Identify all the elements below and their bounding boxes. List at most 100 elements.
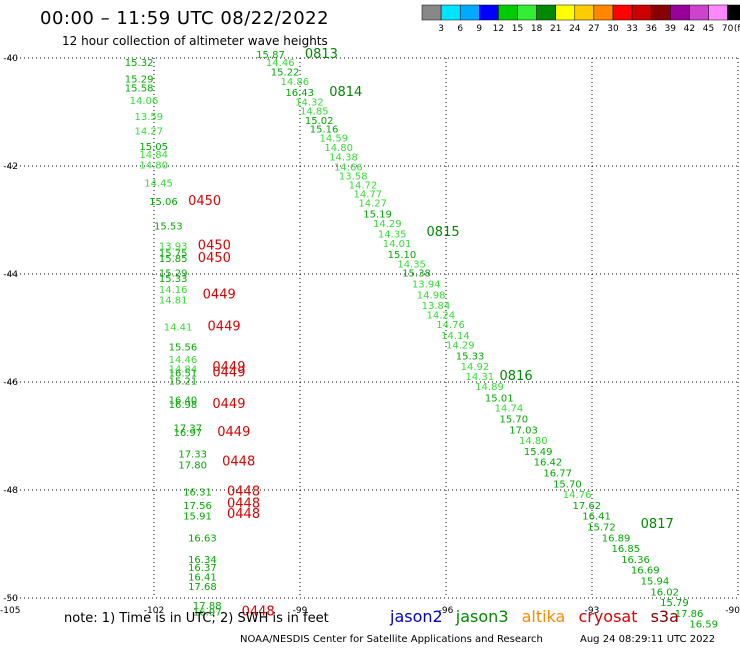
colorbar-label: 24 (569, 24, 581, 34)
swh-value: 16.31 (183, 487, 212, 498)
colorbar-swatch (498, 4, 518, 21)
swh-value: 14.41 (164, 323, 193, 334)
note: note: 1) Time is in UTC; 2) SWH is in fe… (64, 611, 329, 626)
colorbar-label: 70 (722, 24, 734, 34)
swh-value: 14.24 (427, 310, 456, 321)
swh-value: 17.88 (193, 601, 222, 612)
time-label: 0448 (242, 604, 275, 619)
legend-cryosat: cryosat (578, 607, 638, 626)
swh-value: 16.02 (650, 587, 679, 598)
swh-value: 16.77 (543, 469, 572, 480)
swh-value: 14.14 (441, 331, 470, 342)
swh-value: 15.33 (159, 274, 188, 285)
swh-value: 14.66 (334, 162, 363, 173)
swh-value: 16.97 (193, 607, 222, 618)
colorbar-swatch (670, 4, 690, 21)
colorbar-swatch (650, 4, 671, 21)
x-tick-label: -105 (0, 606, 20, 616)
swh-value: 15.29 (159, 269, 188, 280)
swh-value: 15.72 (587, 523, 616, 534)
swh-value: 13.58 (339, 172, 368, 183)
x-tick-label: -90 (725, 606, 740, 616)
footer-timestamp: Aug 24 08:29:11 UTC 2022 (580, 634, 716, 645)
x-tick-label: -96 (439, 606, 454, 616)
colorbar-swatch (631, 4, 652, 21)
swh-value: 14.92 (461, 362, 490, 373)
swh-value: 15.06 (149, 197, 178, 208)
legend-s3a: s3a (650, 607, 679, 626)
swh-value: 14.86 (281, 77, 310, 88)
swh-value: 14.06 (130, 96, 159, 107)
chart-title: 00:00 – 11:59 UTC 08/22/2022 (40, 8, 330, 29)
swh-value: 16.69 (631, 566, 660, 577)
swh-value: 14.38 (329, 153, 358, 164)
colorbar-label: 42 (684, 24, 695, 34)
swh-value: 15.02 (305, 116, 334, 127)
time-label: 0817 (641, 517, 674, 532)
swh-value: 17.33 (178, 450, 207, 461)
time-label: 0449 (203, 287, 236, 302)
swh-value: 14.31 (465, 372, 494, 383)
swh-value: 16.43 (285, 88, 314, 99)
time-label: 0449 (208, 320, 241, 335)
swh-value: 14.76 (563, 490, 592, 501)
colorbar-swatch (479, 4, 499, 21)
swh-value: 17.56 (183, 501, 212, 512)
swh-value: 14.01 (383, 239, 412, 250)
x-tick-label: -102 (144, 606, 164, 616)
time-label: 0815 (427, 225, 460, 240)
swh-value: 15.21 (169, 377, 198, 388)
swh-value: 13.84 (422, 301, 451, 312)
swh-value: 15.75 (159, 249, 188, 260)
colorbar-label: 27 (588, 24, 599, 34)
swh-value: 14.89 (475, 382, 504, 393)
swh-value: 15.85 (159, 254, 188, 265)
colorbar-swatch (574, 4, 595, 21)
swh-value: 14.29 (373, 219, 402, 230)
y-tick-label: -44 (3, 270, 18, 280)
swh-value: 16.42 (534, 458, 563, 469)
swh-value: 15.33 (456, 351, 485, 362)
time-label: 0450 (198, 239, 231, 254)
swh-value: 14.84 (169, 364, 198, 375)
swh-value: 15.94 (641, 577, 670, 588)
time-label: 0450 (188, 194, 221, 209)
swh-value: 15.16 (310, 125, 339, 136)
colorbar-label: 21 (550, 24, 561, 34)
grid (8, 57, 739, 599)
swh-value: 13.94 (412, 280, 441, 291)
swh-value: 13.59 (135, 112, 164, 123)
y-tick-label: -50 (3, 594, 18, 604)
swh-value: 15.58 (125, 83, 154, 94)
swh-value: 15.49 (524, 447, 553, 458)
swh-value: 14.85 (300, 107, 329, 118)
time-label: 0449 (212, 360, 245, 375)
time-label: 0449 (217, 425, 250, 440)
colorbar-label: 9 (476, 24, 482, 34)
swh-value: 15.79 (660, 598, 689, 609)
time-label: 0448 (227, 507, 260, 522)
swh-value: 15.70 (553, 479, 582, 490)
colorbar-swatch (440, 4, 461, 21)
swh-value: 17.62 (573, 501, 602, 512)
swh-value: 15.19 (363, 209, 392, 220)
swh-value: 14.74 (495, 404, 524, 415)
swh-value: 15.91 (183, 512, 212, 523)
swh-value: 15.29 (125, 74, 154, 85)
y-tick-label: -42 (3, 162, 18, 172)
swh-value: 14.98 (417, 290, 446, 301)
time-label: 0448 (222, 455, 255, 470)
satellite-legend: jason2 jason3 altika cryosat s3a (390, 607, 687, 626)
colorbar-swatch (727, 4, 740, 21)
time-label: 0814 (329, 85, 362, 100)
colorbar-label: 45 (703, 24, 714, 34)
colorbar-label: 39 (665, 24, 677, 34)
swh-value: 16.34 (188, 555, 217, 566)
time-label: 0816 (500, 369, 533, 384)
swh-value: 14.81 (159, 296, 188, 307)
swh-value: 15.10 (388, 250, 417, 261)
legend-jason3: jason3 (455, 607, 509, 626)
colorbar-label: 12 (493, 24, 504, 34)
